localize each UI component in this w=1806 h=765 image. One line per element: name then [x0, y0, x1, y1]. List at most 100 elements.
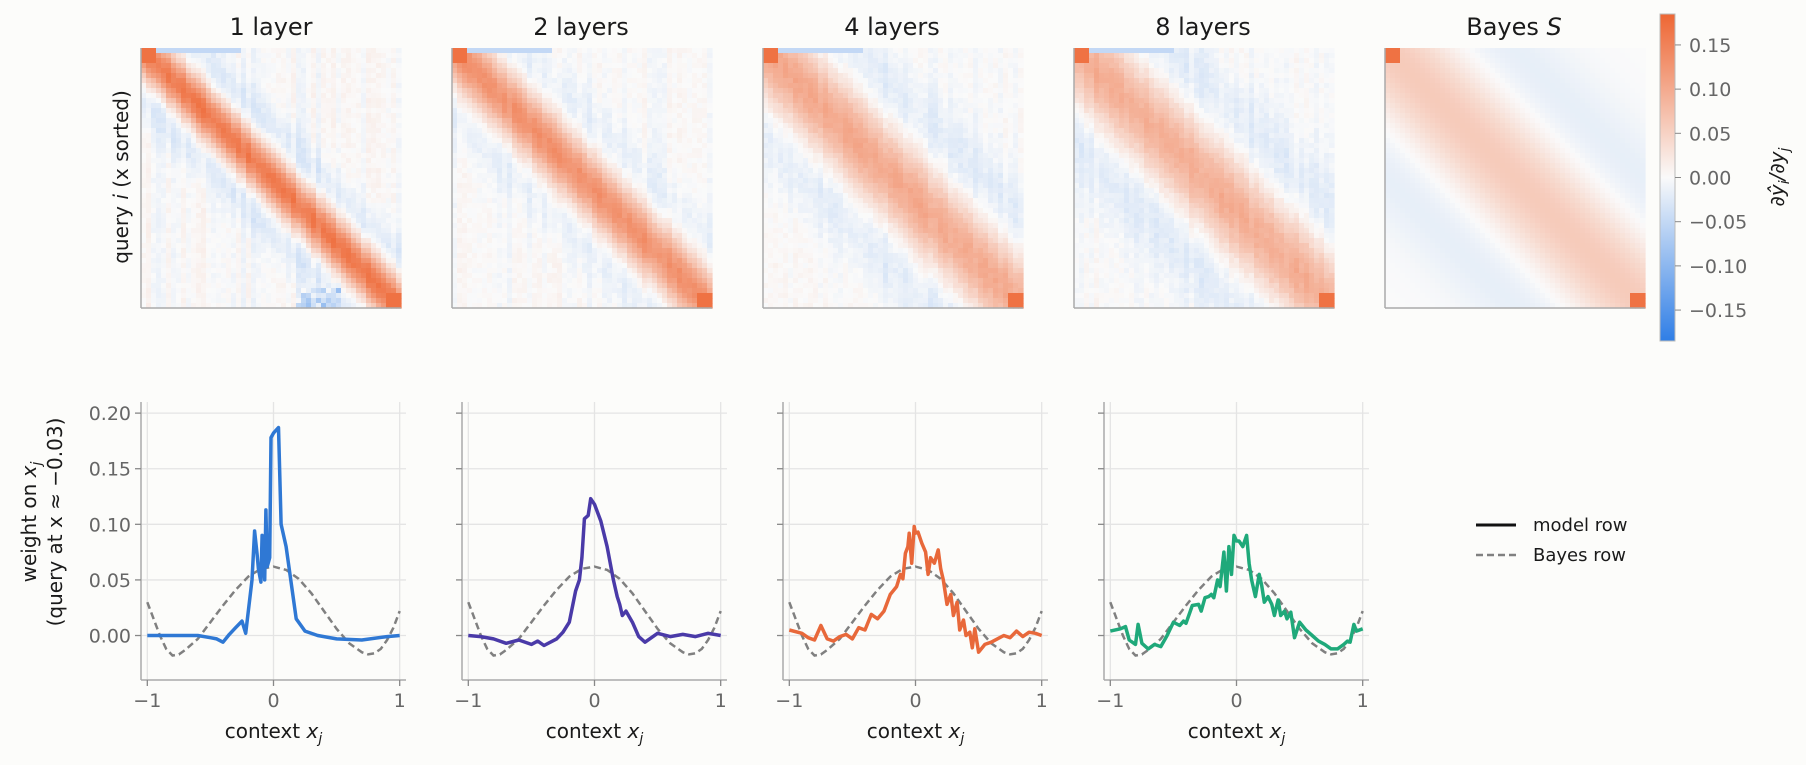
- heatmap-cell: [487, 228, 493, 234]
- heatmap-cell: [241, 58, 247, 64]
- heatmap-cell: [547, 108, 553, 114]
- heatmap-cell: [627, 48, 633, 54]
- heatmap-cell: [396, 103, 402, 109]
- heatmap-cell: [386, 168, 392, 174]
- heatmap-cell: [452, 158, 458, 164]
- heatmap-cell: [286, 153, 292, 159]
- heatmap-cell: [256, 128, 262, 134]
- heatmap-cell: [231, 83, 237, 89]
- heatmap-cell: [512, 93, 518, 99]
- heatmap-cell: [146, 258, 152, 264]
- heatmap-cell: [612, 253, 618, 259]
- heatmap-cell: [166, 253, 172, 259]
- heatmap-cell: [537, 93, 543, 99]
- heatmap-cell: [522, 248, 528, 254]
- heatmap-cell: [697, 93, 703, 99]
- heatmap-cell: [366, 118, 372, 124]
- heatmap-cell: [186, 58, 192, 64]
- heatmap-cell: [702, 83, 708, 89]
- heatmap-cell: [632, 128, 638, 134]
- heatmap-cell: [602, 173, 608, 179]
- heatmap-cell: [356, 163, 362, 169]
- heatmap-cell: [527, 153, 533, 159]
- heatmap-cell: [326, 53, 332, 59]
- heatmap-cell: [306, 218, 312, 224]
- heatmap-cell: [276, 133, 282, 139]
- heatmap-cell: [141, 268, 147, 274]
- heatmap-cell: [582, 128, 588, 134]
- heatmap-cell: [356, 188, 362, 194]
- heatmap-cell: [231, 193, 237, 199]
- heatmap-cell: [582, 108, 588, 114]
- heatmap-cell: [687, 153, 693, 159]
- heatmap-cell: [301, 238, 307, 244]
- heatmap-cell: [241, 118, 247, 124]
- heatmap-cell: [587, 123, 593, 129]
- heatmap-cell: [216, 293, 222, 299]
- heatmap-cell: [336, 208, 342, 214]
- heatmap-cell: [276, 223, 282, 229]
- heatmap-cell: [572, 73, 578, 79]
- heatmap-cell: [622, 193, 628, 199]
- heatmap-cell: [597, 53, 603, 59]
- heatmap-cell: [346, 198, 352, 204]
- heatmap-cell: [316, 298, 322, 304]
- heatmap-cell: [356, 113, 362, 119]
- heatmap-cell: [271, 258, 277, 264]
- heatmap-cell: [482, 178, 488, 184]
- heatmap-cell: [542, 248, 548, 254]
- heatmap-cell: [687, 108, 693, 114]
- heatmap-cell: [236, 88, 242, 94]
- heatmap-cell: [467, 78, 473, 84]
- heatmap-cell: [141, 238, 147, 244]
- heatmap-cell: [241, 208, 247, 214]
- heatmap-cell: [266, 183, 272, 189]
- heatmap-cell: [582, 163, 588, 169]
- heatmap-cell: [557, 188, 563, 194]
- heatmap-cell: [321, 123, 327, 129]
- heatmap-cell: [587, 243, 593, 249]
- heatmap-cell: [667, 218, 673, 224]
- heatmap-cell: [221, 223, 227, 229]
- heatmap-cell: [371, 253, 377, 259]
- heatmap-cell: [467, 53, 473, 59]
- heatmap-cell: [552, 98, 558, 104]
- heatmap-cell: [371, 198, 377, 204]
- heatmap-cell: [291, 48, 297, 54]
- heatmap-cell: [502, 83, 508, 89]
- heatmap-cell: [386, 98, 392, 104]
- heatmap-cell: [276, 53, 282, 59]
- heatmap-cell: [376, 263, 382, 269]
- heatmap-cell: [602, 63, 608, 69]
- heatmap-cell: [702, 188, 708, 194]
- heatmap-cell: [482, 223, 488, 229]
- heatmap-cell: [657, 123, 663, 129]
- heatmap-cell: [467, 173, 473, 179]
- heatmap-cell: [291, 198, 297, 204]
- heatmap-cell: [592, 123, 598, 129]
- heatmap-cell: [662, 138, 668, 144]
- heatmap-cell: [236, 213, 242, 219]
- heatmap-cell: [361, 63, 367, 69]
- heatmap-cell: [642, 93, 648, 99]
- heatmap-cell: [607, 88, 613, 94]
- heatmap-cell: [677, 258, 683, 264]
- heatmap-cell: [256, 233, 262, 239]
- heatmap-cell: [211, 88, 217, 94]
- heatmap-cell: [396, 208, 402, 214]
- heatmap-cell: [276, 233, 282, 239]
- heatmap-cell: [482, 258, 488, 264]
- heatmap-cell: [146, 68, 152, 74]
- heatmap-cell: [321, 138, 327, 144]
- heatmap-cell: [627, 228, 633, 234]
- heatmap-cell: [617, 158, 623, 164]
- heatmap-cell: [457, 183, 463, 189]
- heatmap-cell: [396, 193, 402, 199]
- heatmap-cell: [517, 138, 523, 144]
- heatmap-cell: [221, 78, 227, 84]
- heatmap-cell: [186, 223, 192, 229]
- heatmap-cell: [707, 63, 713, 69]
- heatmap-cell: [492, 138, 498, 144]
- heatmap-cell: [552, 208, 558, 214]
- heatmap-cell: [191, 303, 197, 309]
